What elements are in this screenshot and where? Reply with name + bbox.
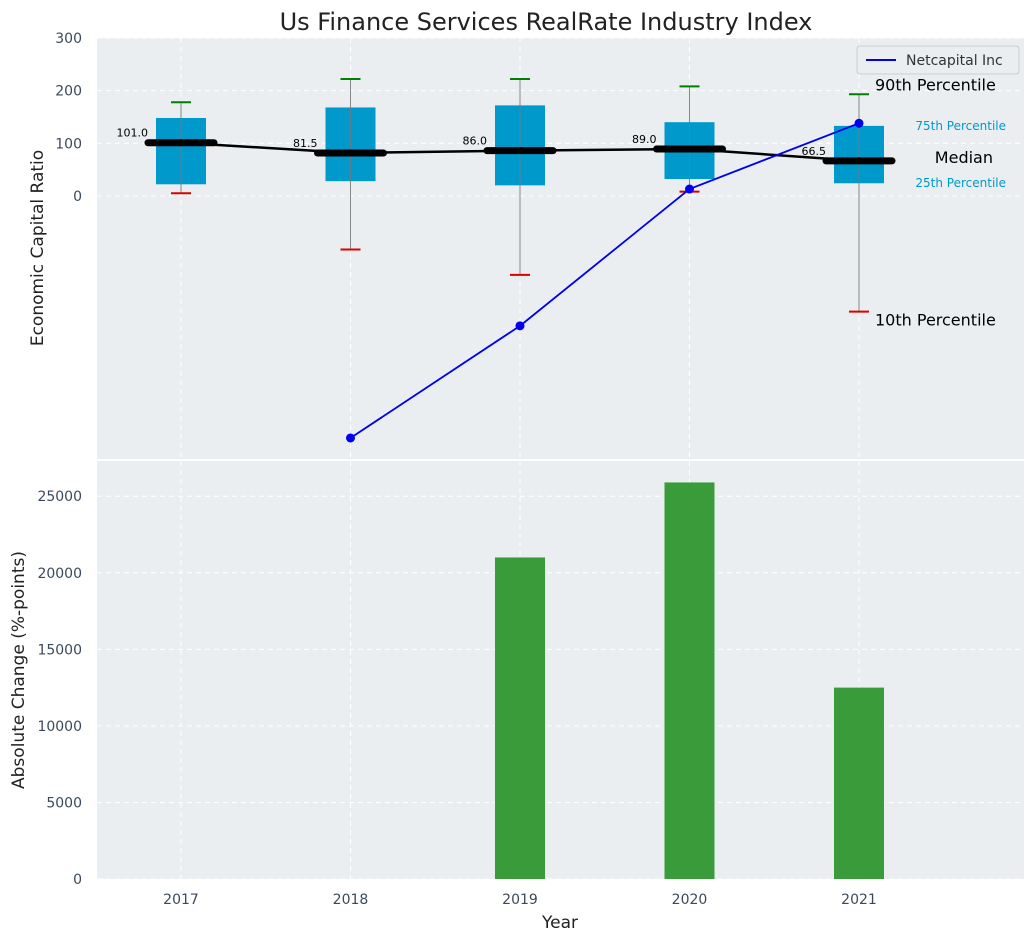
median-label-2018: 81.5 [293, 137, 318, 150]
bottom-y-axis-label: Absolute Change (%-points) [9, 551, 29, 789]
bar-2019 [495, 557, 545, 879]
x-tick-2018: 2018 [333, 892, 369, 908]
x-tick-2019: 2019 [502, 892, 538, 908]
percentile-annotations: 90th Percentile 75th Percentile Median 25th… [875, 75, 1006, 329]
legend-box [856, 45, 1020, 75]
top-y-tick-1: 100 [55, 136, 82, 152]
change-bars [495, 482, 884, 879]
series-line-netcapital [350, 122, 860, 439]
annotation-p10: 10th Percentile [875, 311, 996, 330]
series-point-2021 [854, 118, 864, 128]
series-point-2020 [685, 184, 694, 194]
bar-2020 [664, 482, 715, 879]
series-point-2018 [346, 433, 355, 443]
median-trend-line [180, 141, 860, 163]
x-tick-2020: 2020 [672, 892, 708, 908]
bottom-y-ticks: 0 5000 10000 15000 20000 25000 [37, 489, 82, 888]
annotation-p90: 90th Percentile [875, 75, 996, 94]
median-label-2020: 89.0 [632, 133, 657, 146]
median-trend [180, 141, 860, 163]
bottom-y-tick-2: 10000 [37, 719, 82, 735]
top-y-axis-label: Economic Capital Ratio [28, 150, 48, 346]
bottom-y-tick-1: 5000 [46, 795, 82, 811]
annotation-median: Median [935, 148, 993, 167]
series-point-2019 [515, 321, 525, 331]
legend-label-netcapital: Netcapital Inc [906, 53, 1003, 69]
top-y-ticks: 0 100 200 300 [55, 31, 82, 205]
legend: Netcapital Inc [856, 45, 1020, 75]
bottom-y-tick-3: 15000 [37, 642, 82, 658]
top-panel-background [97, 38, 1024, 459]
x-tick-2017: 2017 [163, 892, 199, 908]
median-label-2017: 101.0 [117, 127, 149, 140]
chart-title: Us Finance Services RealRate Industry In… [280, 8, 813, 36]
bar-2021 [834, 687, 884, 879]
top-y-tick-0: 0 [73, 189, 82, 205]
annotation-q3: 75th Percentile [915, 119, 1006, 133]
x-ticks: 2017 2018 2019 2020 2021 [163, 892, 877, 908]
bottom-y-tick-4: 20000 [37, 566, 82, 582]
x-axis-label: Year [541, 913, 578, 933]
median-label-2019: 86.0 [463, 135, 488, 148]
bottom-panel-background [97, 461, 1024, 879]
top-y-tick-3: 300 [55, 31, 82, 47]
bottom-y-tick-5: 25000 [37, 489, 82, 505]
median-label-2021: 66.5 [802, 145, 827, 158]
top-y-tick-2: 200 [55, 84, 82, 100]
bottom-y-tick-0: 0 [73, 872, 82, 888]
annotation-q1: 25th Percentile [915, 176, 1006, 190]
netcapital-series [346, 118, 864, 443]
x-tick-2021: 2021 [841, 892, 877, 908]
